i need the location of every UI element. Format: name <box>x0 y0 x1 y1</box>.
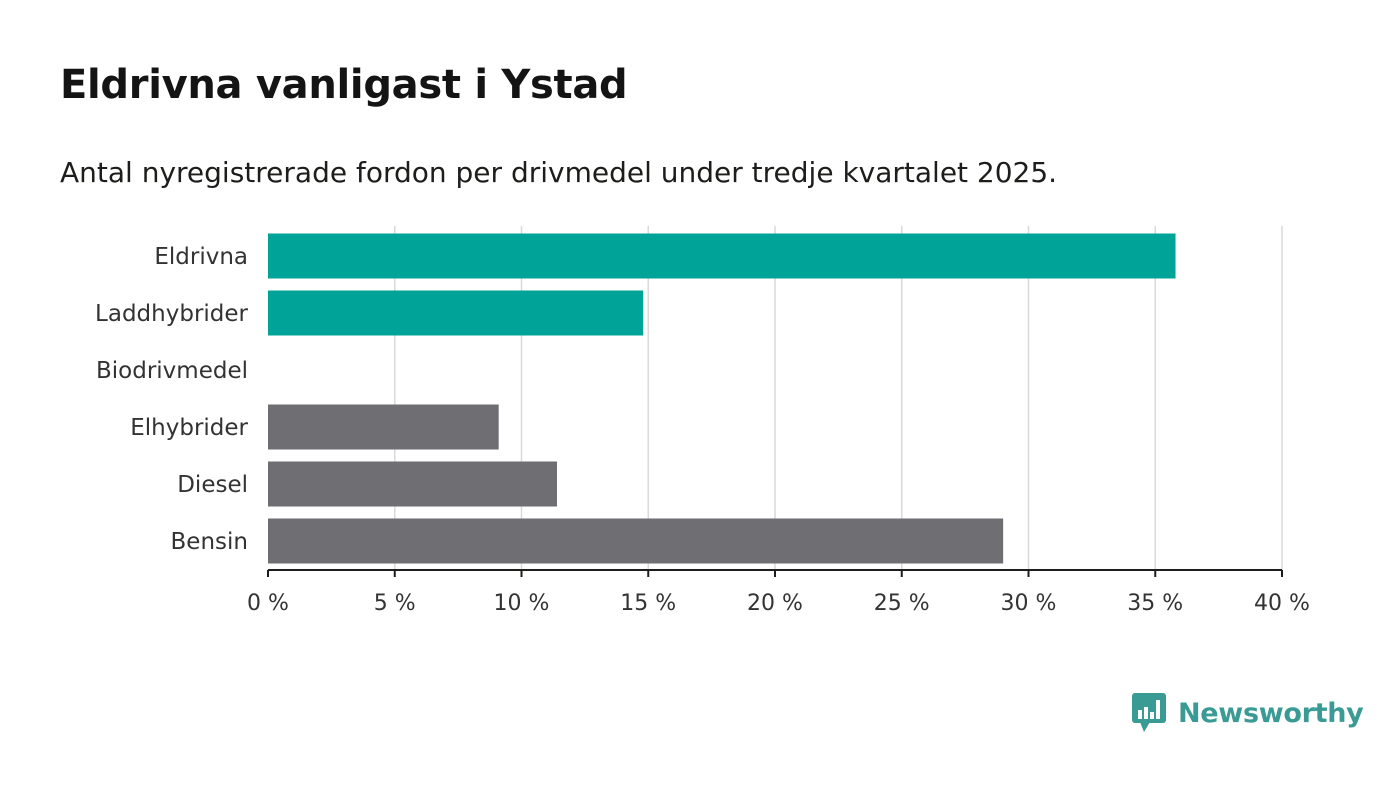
bar-diesel <box>268 461 557 507</box>
chart-title: Eldrivna vanligast i Ystad <box>60 62 628 108</box>
x-tick-label: 15 % <box>620 591 676 616</box>
bar-bensin <box>268 518 1004 564</box>
x-tick-label: 25 % <box>874 591 930 616</box>
chart-subtitle: Antal nyregistrerade fordon per drivmede… <box>60 156 1058 189</box>
x-tick-label: 30 % <box>1001 591 1057 616</box>
category-label: Laddhybrider <box>95 301 248 327</box>
newsworthy-logo-icon <box>1132 693 1166 732</box>
category-label: Biodrivmedel <box>96 358 248 384</box>
category-labels: Eldrivna Laddhybrider Biodrivmedel Elhybrid… <box>95 244 248 555</box>
x-tick-label: 0 % <box>247 591 289 616</box>
x-axis: 0 % 5 % 10 % 15 % 20 % 25 % 30 % 35 % 40 % <box>247 569 1310 616</box>
x-tick-label: 35 % <box>1127 591 1183 616</box>
brand-name: Newsworthy <box>1178 697 1364 729</box>
bar-eldrivna <box>268 233 1176 279</box>
bar-laddhybrider <box>268 290 644 336</box>
category-label: Bensin <box>171 529 248 555</box>
category-label: Elhybrider <box>130 415 248 441</box>
gridlines <box>394 226 1283 570</box>
x-tick-label: 10 % <box>494 591 550 616</box>
x-tick-label: 40 % <box>1254 591 1310 616</box>
x-tick-label: 5 % <box>374 591 416 616</box>
brand-logo: Newsworthy <box>1132 690 1364 736</box>
bar-elhybrider <box>268 404 499 450</box>
category-label: Eldrivna <box>154 244 248 270</box>
bars <box>268 233 1176 564</box>
category-label: Diesel <box>177 472 248 498</box>
x-tick-label: 20 % <box>747 591 803 616</box>
